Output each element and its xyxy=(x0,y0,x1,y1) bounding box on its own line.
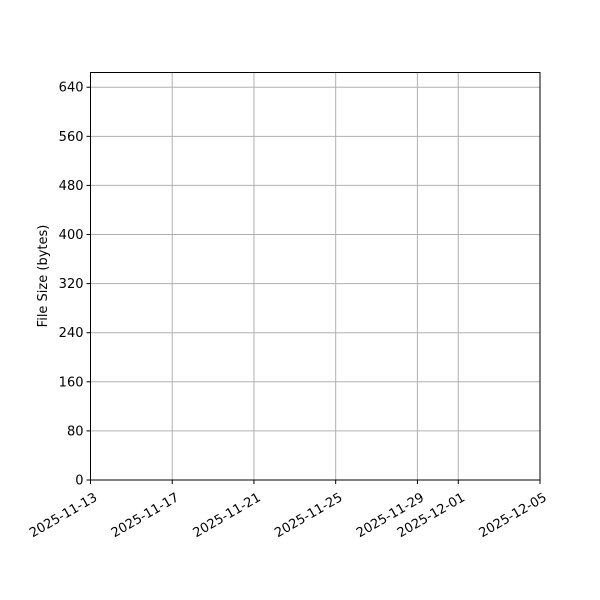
y-tick-label: 640 xyxy=(59,81,84,96)
y-tick-label: 320 xyxy=(59,277,84,292)
x-tick-label: 2025-11-21 xyxy=(191,490,264,541)
grid xyxy=(90,72,541,481)
x-tick-label: 2025-11-25 xyxy=(272,490,345,541)
x-tick-label: 2025-11-13 xyxy=(27,490,100,541)
x-tick-label: 2025-11-17 xyxy=(109,490,182,541)
y-axis-label: File Size (bytes) xyxy=(36,225,51,328)
y-tick-label: 400 xyxy=(59,228,84,243)
plot-frame xyxy=(90,72,541,481)
y-tick-label: 240 xyxy=(59,326,84,341)
x-tick-label: 2025-12-05 xyxy=(477,490,550,541)
y-tick-label: 560 xyxy=(59,130,84,145)
y-tick-label: 80 xyxy=(67,424,84,439)
y-tick-label: 480 xyxy=(59,179,84,194)
y-tick-label: 0 xyxy=(75,474,83,489)
y-tick-label: 160 xyxy=(59,375,84,390)
